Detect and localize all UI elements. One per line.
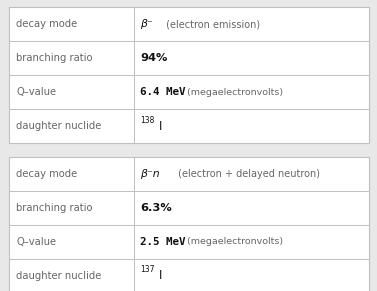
Text: decay mode: decay mode (16, 168, 77, 179)
Text: branching ratio: branching ratio (16, 203, 93, 213)
Text: β⁻: β⁻ (140, 19, 153, 29)
Text: 6.4 MeV: 6.4 MeV (140, 87, 186, 97)
Text: I: I (158, 269, 162, 282)
Text: (electron + delayed neutron): (electron + delayed neutron) (175, 168, 320, 179)
Text: 137: 137 (140, 265, 155, 274)
Text: Q–value: Q–value (16, 87, 56, 97)
Text: 138: 138 (140, 116, 155, 125)
Text: I: I (158, 120, 162, 133)
Text: daughter nuclide: daughter nuclide (16, 121, 101, 132)
Text: decay mode: decay mode (16, 19, 77, 29)
Bar (9, 157, 369, 291)
Text: 94%: 94% (140, 53, 168, 63)
Text: 2.5 MeV: 2.5 MeV (140, 237, 186, 247)
Bar (9, 7, 369, 143)
Text: 6.3%: 6.3% (140, 203, 172, 213)
Text: branching ratio: branching ratio (16, 53, 93, 63)
Text: (megaelectronvolts): (megaelectronvolts) (184, 237, 283, 246)
Text: daughter nuclide: daughter nuclide (16, 271, 101, 281)
Text: Q–value: Q–value (16, 237, 56, 247)
Text: (electron emission): (electron emission) (163, 19, 260, 29)
Text: (megaelectronvolts): (megaelectronvolts) (184, 88, 283, 97)
Text: β⁻n: β⁻n (140, 168, 160, 179)
